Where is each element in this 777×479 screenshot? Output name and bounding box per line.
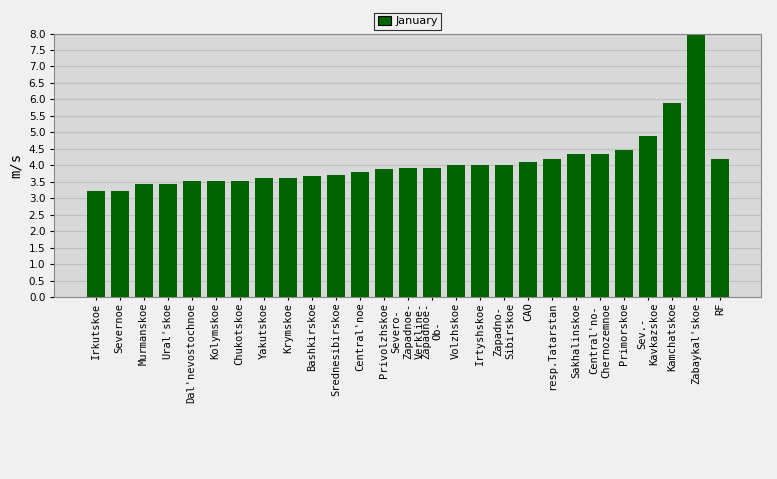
Y-axis label: m/s: m/s bbox=[9, 153, 23, 178]
Bar bbox=[375, 169, 393, 297]
Bar bbox=[86, 191, 105, 297]
Bar bbox=[664, 103, 681, 297]
Bar bbox=[303, 176, 321, 297]
Bar bbox=[279, 178, 297, 297]
Bar bbox=[110, 191, 128, 297]
Bar bbox=[615, 150, 633, 297]
Bar bbox=[519, 162, 537, 297]
Bar bbox=[327, 175, 345, 297]
Bar bbox=[183, 181, 200, 297]
Bar bbox=[231, 181, 249, 297]
Bar bbox=[688, 34, 706, 297]
Bar bbox=[447, 165, 465, 297]
Bar bbox=[351, 172, 369, 297]
Bar bbox=[423, 168, 441, 297]
Bar bbox=[495, 165, 513, 297]
Bar bbox=[399, 168, 417, 297]
Bar bbox=[591, 154, 609, 297]
Bar bbox=[255, 178, 273, 297]
Bar bbox=[567, 154, 585, 297]
Legend: January: January bbox=[375, 13, 441, 30]
Bar bbox=[639, 136, 657, 297]
Bar bbox=[159, 184, 176, 297]
Bar bbox=[711, 160, 730, 297]
Bar bbox=[471, 165, 489, 297]
Bar bbox=[543, 160, 561, 297]
Bar bbox=[134, 184, 152, 297]
Bar bbox=[207, 181, 225, 297]
